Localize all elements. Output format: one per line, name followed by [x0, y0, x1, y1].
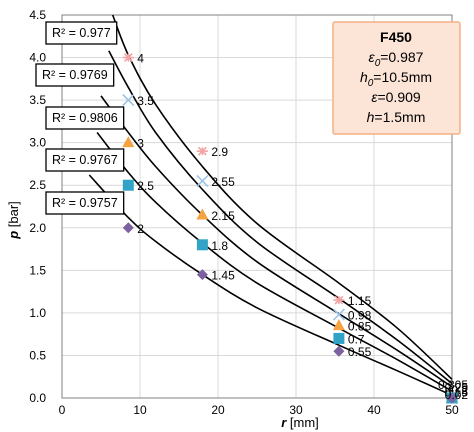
- y-tick-label: 4.0: [29, 51, 46, 65]
- point-label: 0.85: [348, 320, 372, 334]
- r2-box-2: R² = 0.9806: [45, 106, 125, 130]
- marker-diamond: [446, 392, 458, 404]
- marker-x: [196, 174, 209, 188]
- y-tick-label: 3.0: [29, 136, 46, 150]
- x-tick-label: 20: [211, 403, 225, 417]
- r2-label: R² = 0.9806: [52, 111, 118, 125]
- r2-box-4: R² = 0.9757: [45, 191, 125, 215]
- point-label: 1.8: [211, 239, 228, 253]
- data-points: 42.91.150.3053.52.550.980.2532.150.850.2…: [122, 52, 469, 405]
- point-label: 2.55: [211, 175, 235, 189]
- y-tick-label: 1.0: [29, 306, 46, 320]
- grid: [61, 14, 453, 399]
- x-axis-variable: r: [281, 415, 287, 430]
- y-axis-variable: p: [6, 231, 21, 240]
- x-axis-unit: [mm]: [286, 415, 319, 430]
- point-label: 2.5: [137, 179, 154, 193]
- r2-label: R² = 0.9769: [42, 68, 108, 82]
- y-tick-label: 0.0: [29, 391, 46, 405]
- x-tick-label: 40: [367, 403, 381, 417]
- x-tick-label: 0: [59, 403, 66, 417]
- fit-curve-4: [88, 174, 453, 397]
- fit-curve-0: [111, 14, 453, 380]
- y-tick-labels: 0.0 0.5 1.0 1.5 2.0 2.5 3.0 3.5 4.0 4.5: [29, 8, 46, 405]
- point-label: 4: [137, 52, 144, 66]
- marker-triangle: [196, 208, 209, 220]
- marker-star: [122, 53, 134, 62]
- point-label: 2.9: [211, 145, 228, 159]
- r2-box-frame: [45, 191, 125, 215]
- info-box-line: ε0=0.987: [369, 49, 424, 69]
- r2-box-frame: [45, 148, 125, 172]
- point-label: 0.7: [348, 332, 365, 346]
- point-label: 0.55: [348, 345, 372, 359]
- x-tick-label: 30: [289, 403, 303, 417]
- marker-x: [122, 94, 135, 107]
- marker-square: [333, 332, 345, 344]
- y-tick-label: 2.5: [29, 178, 46, 192]
- point-label: 3.5: [137, 94, 154, 108]
- y-tick-label: 3.5: [29, 93, 46, 107]
- marker-star: [333, 295, 345, 305]
- y-axis-unit: [bar]: [6, 201, 21, 231]
- r2-box-1: R² = 0.9769: [35, 63, 115, 87]
- point-label: 0.98: [348, 309, 372, 323]
- x-tick-labels: 0 10 20 30 40 50: [59, 403, 459, 417]
- r2-box-frame: [45, 21, 118, 45]
- info-box-background: [332, 21, 461, 135]
- point-label: 2.15: [211, 209, 235, 223]
- r2-box-3: R² = 0.9767: [45, 148, 125, 172]
- y-tick-label: 1.5: [29, 263, 46, 277]
- fit-curve-2: [100, 95, 453, 388]
- r2-label: R² = 0.9767: [52, 153, 118, 167]
- r2-box-0: R² = 0.977: [45, 21, 118, 45]
- r2-label: R² = 0.9757: [52, 196, 118, 210]
- info-box-title: F450: [380, 29, 412, 45]
- y-tick-label: 4.5: [29, 8, 46, 22]
- y-tick-label: 2.0: [29, 221, 46, 235]
- marker-square: [196, 239, 208, 251]
- point-label: 1.15: [348, 294, 372, 308]
- marker-x: [332, 308, 345, 321]
- x-tick-label: 10: [133, 403, 147, 417]
- fit-curve-3: [96, 132, 453, 392]
- marker-triangle: [122, 136, 135, 148]
- point-label: 0.02: [445, 388, 469, 402]
- marker-diamond: [196, 269, 208, 281]
- point-label: 2: [137, 222, 144, 236]
- r2-box-frame: [45, 106, 125, 130]
- info-box-line: h0=10.5mm: [360, 69, 432, 89]
- point-label: 0.25: [445, 381, 469, 395]
- x-tick-label: 50: [445, 403, 459, 417]
- marker-diamond: [333, 345, 345, 357]
- r2-labels: R² = 0.977 R² = 0.9769 R² = 0.9806 R² = 0.9…: [35, 21, 125, 215]
- point-label: 1.45: [211, 269, 235, 283]
- y-tick-label: 0.5: [29, 348, 46, 362]
- r2-label: R² = 0.977: [52, 26, 111, 40]
- marker-square: [122, 179, 134, 191]
- point-label: 3: [137, 137, 144, 151]
- y-axis-label: p [bar]: [6, 201, 21, 240]
- info-box-line: h=1.5mm: [367, 109, 426, 125]
- marker-diamond: [122, 222, 134, 234]
- info-box-line: ε=0.909: [371, 89, 421, 105]
- point-label: 0.305: [438, 378, 468, 392]
- marker-star: [196, 146, 208, 156]
- marker-triangle: [332, 319, 345, 331]
- r2-box-frame: [35, 63, 115, 87]
- x-axis-label: r [mm]: [281, 415, 319, 430]
